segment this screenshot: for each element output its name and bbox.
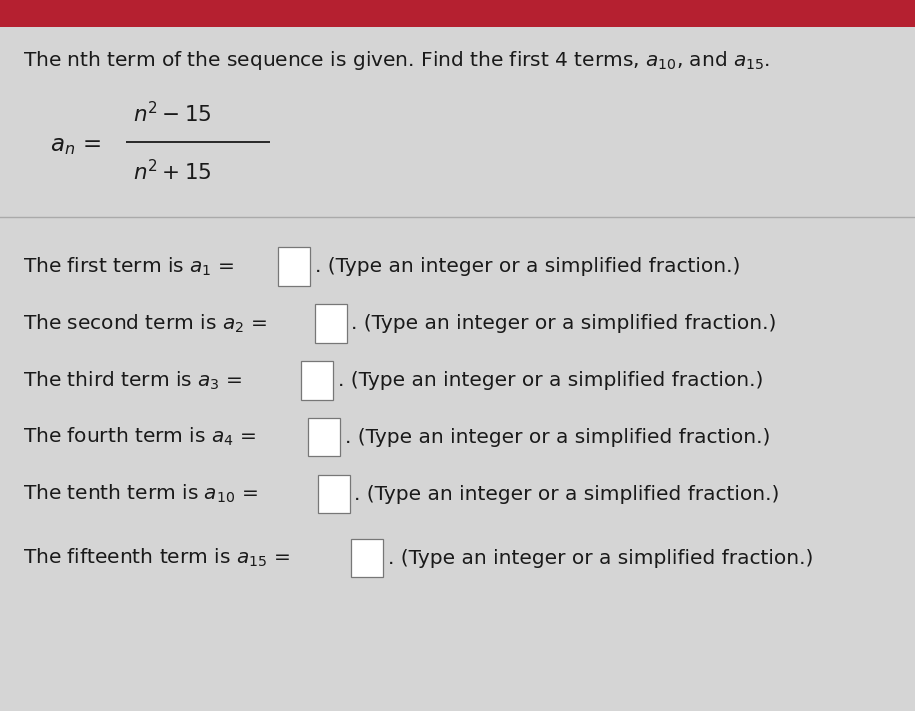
Text: . (Type an integer or a simplified fraction.): . (Type an integer or a simplified fract…	[315, 257, 740, 276]
Text: $n^2 - 15$: $n^2 - 15$	[133, 101, 211, 127]
FancyBboxPatch shape	[0, 0, 915, 27]
Text: The tenth term is $a_{10}$ =: The tenth term is $a_{10}$ =	[23, 483, 260, 506]
FancyBboxPatch shape	[315, 304, 347, 343]
FancyBboxPatch shape	[278, 247, 310, 286]
Text: The first term is $a_1$ =: The first term is $a_1$ =	[23, 255, 237, 278]
Text: . (Type an integer or a simplified fraction.): . (Type an integer or a simplified fract…	[388, 549, 813, 567]
Text: . (Type an integer or a simplified fraction.): . (Type an integer or a simplified fract…	[338, 371, 763, 390]
Text: The second term is $a_2$ =: The second term is $a_2$ =	[23, 312, 269, 335]
Text: The fifteenth term is $a_{15}$ =: The fifteenth term is $a_{15}$ =	[23, 547, 292, 570]
Text: $n^2 + 15$: $n^2 + 15$	[133, 159, 211, 185]
FancyBboxPatch shape	[308, 418, 340, 456]
Text: . (Type an integer or a simplified fraction.): . (Type an integer or a simplified fract…	[345, 428, 770, 447]
Text: . (Type an integer or a simplified fraction.): . (Type an integer or a simplified fract…	[351, 314, 777, 333]
Text: . (Type an integer or a simplified fraction.): . (Type an integer or a simplified fract…	[354, 485, 780, 503]
Text: The nth term of the sequence is given. Find the first 4 terms, $a_{10}$, and $a_: The nth term of the sequence is given. F…	[23, 49, 770, 72]
FancyBboxPatch shape	[301, 361, 333, 400]
Text: The third term is $a_3$ =: The third term is $a_3$ =	[23, 369, 244, 392]
Text: The fourth term is $a_4$ =: The fourth term is $a_4$ =	[23, 426, 258, 449]
Text: $a_n$ =: $a_n$ =	[50, 134, 102, 157]
FancyBboxPatch shape	[318, 475, 350, 513]
FancyBboxPatch shape	[351, 539, 383, 577]
